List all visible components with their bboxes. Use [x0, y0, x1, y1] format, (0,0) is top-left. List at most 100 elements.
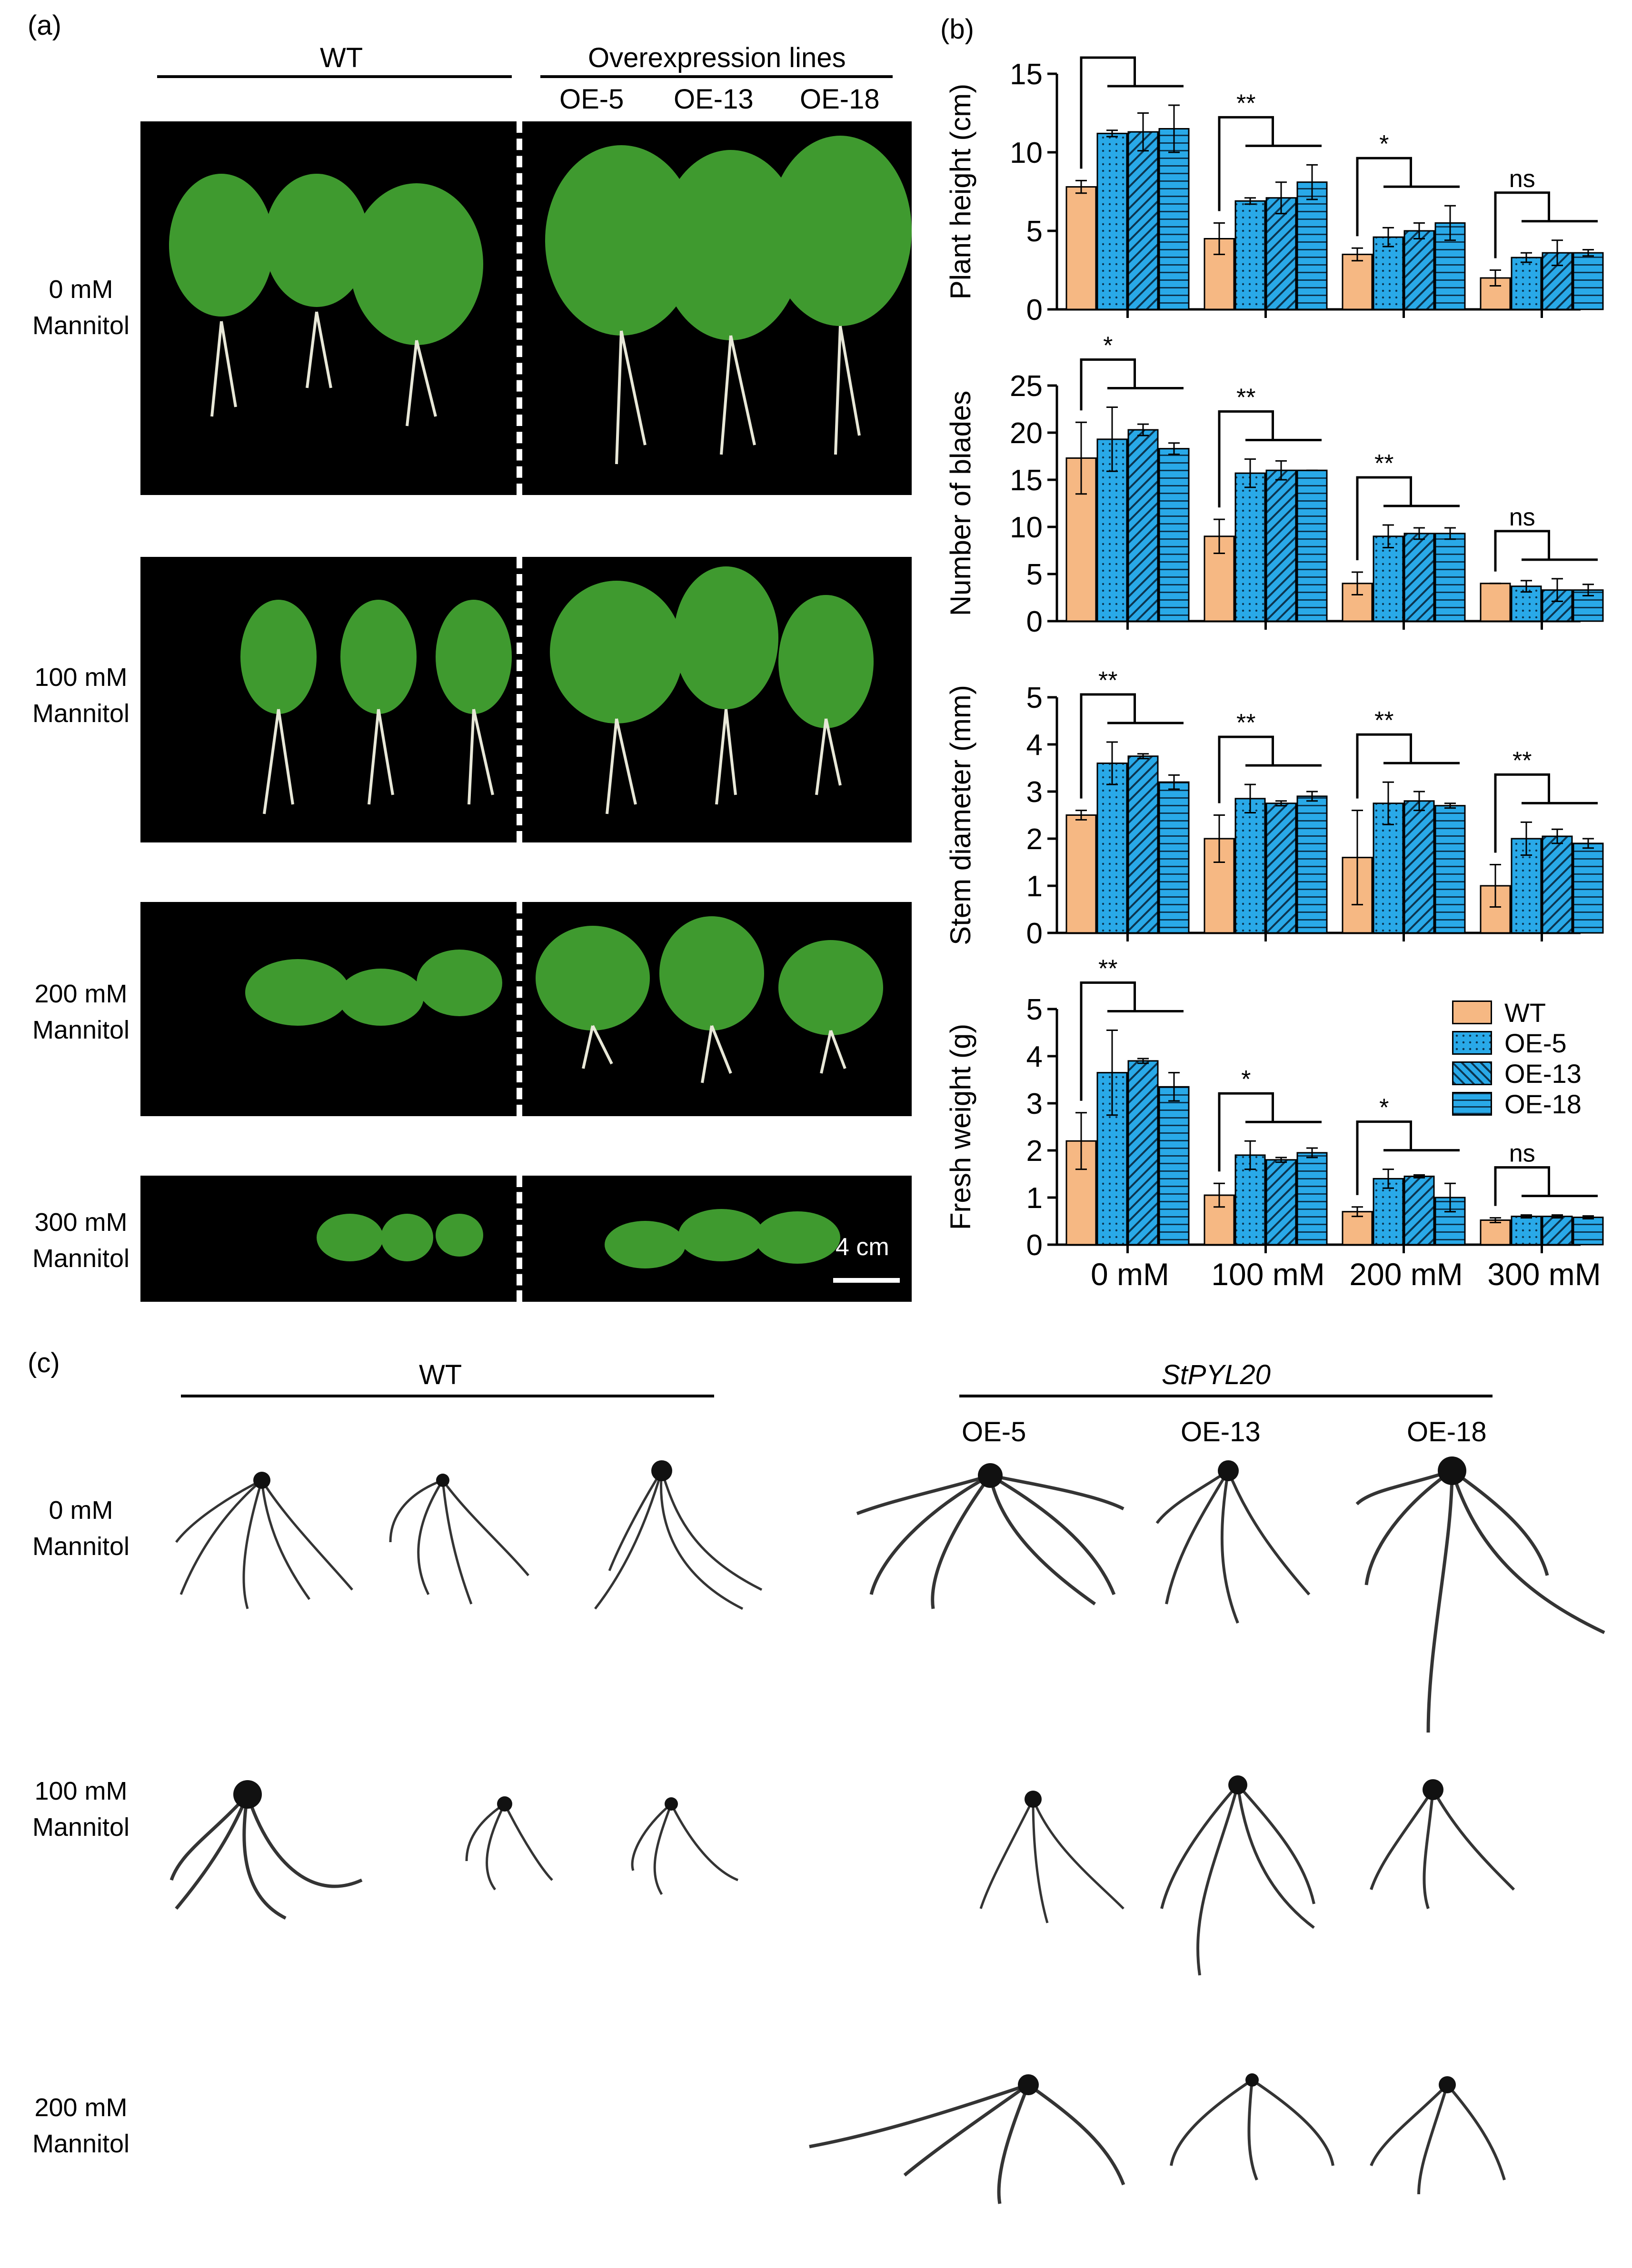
y-tick-label: 0 — [1026, 294, 1043, 327]
bar — [1542, 1216, 1573, 1246]
significance-label: ns — [1509, 165, 1535, 193]
significance-label: ** — [1098, 667, 1117, 694]
bar — [1127, 755, 1159, 934]
y-tick-label: 0 — [1026, 917, 1043, 950]
significance-bracket — [1218, 410, 1274, 508]
y-tick-label: 1 — [1026, 870, 1043, 903]
y-tick-label: 4 — [1026, 729, 1043, 762]
oe-header-c: StPYL20 — [1162, 1359, 1271, 1390]
plant-photo-300mm: 4 cm — [140, 1176, 912, 1302]
y-tick-label: 10 — [1010, 137, 1043, 169]
photo-divider — [517, 1176, 522, 1302]
bar — [1265, 1159, 1297, 1246]
y-axis-label: Number of blades — [945, 391, 976, 616]
bar — [1511, 1216, 1542, 1246]
bar — [1127, 131, 1159, 310]
significance-bracket — [1356, 733, 1412, 799]
y-tick-label: 15 — [1010, 464, 1043, 497]
photo-divider — [517, 557, 522, 842]
y-axis-label: Fresh weight (g) — [945, 1024, 976, 1230]
y-tick-label: 5 — [1026, 558, 1043, 591]
significance-bracket — [1494, 530, 1550, 572]
significance-label: ** — [1374, 707, 1393, 734]
bar — [1542, 589, 1573, 622]
root-wt-100mm-2 — [465, 1803, 553, 1891]
y-tick-label: 3 — [1026, 776, 1043, 809]
y-tick-label: 10 — [1010, 511, 1043, 544]
bar — [1542, 835, 1573, 934]
bar — [1403, 1175, 1435, 1246]
bar — [1158, 781, 1190, 934]
significance-label: * — [1379, 130, 1389, 158]
significance-bracket — [1356, 1120, 1412, 1195]
plant-drawing-100mm — [240, 566, 874, 814]
condition-label-0mm-c: 0 mM Mannitol — [32, 1496, 130, 1561]
root-wt-0mm-3 — [594, 1470, 763, 1610]
significance-label: ** — [1513, 747, 1532, 774]
bar — [1265, 802, 1297, 934]
panel-c-label: (c) — [28, 1347, 60, 1378]
photo-divider — [517, 121, 522, 495]
bar — [1296, 469, 1328, 622]
legend-label: OE-5 — [1504, 1028, 1567, 1058]
root-oe18-100mm — [1370, 1789, 1515, 1909]
y-tick-label: 5 — [1026, 682, 1043, 714]
legend-swatch — [1452, 1000, 1492, 1024]
bar — [1403, 533, 1435, 622]
bar — [1296, 1152, 1328, 1246]
significance-label: * — [1103, 332, 1113, 360]
bar — [1434, 533, 1466, 622]
legend-swatch — [1452, 1092, 1492, 1116]
oe-header-a: Overexpression lines — [588, 42, 846, 73]
significance-bracket — [1494, 1166, 1550, 1206]
plant-drawing-300mm — [317, 1209, 840, 1268]
significance-bracket — [1080, 358, 1136, 411]
significance-bracket — [1080, 981, 1136, 1101]
bar — [1403, 230, 1435, 310]
y-tick-label: 15 — [1010, 58, 1043, 91]
bar — [1127, 1060, 1159, 1246]
x-category-label: 100 mM — [1211, 1257, 1324, 1292]
significance-bracket — [1080, 693, 1136, 799]
significance-label: ** — [1236, 709, 1255, 737]
legend-item: WT — [1452, 997, 1582, 1028]
line-label-oe5-a: OE-5 — [559, 84, 624, 115]
panel-b-label: (b) — [940, 14, 974, 45]
oe-header-line-a — [540, 75, 893, 78]
y-tick-label: 1 — [1026, 1182, 1043, 1215]
legend-item: OE-18 — [1452, 1089, 1582, 1119]
x-category-label: 0 mM — [1091, 1257, 1169, 1292]
y-tick-label: 0 — [1026, 1229, 1043, 1262]
y-tick-label: 3 — [1026, 1088, 1043, 1120]
y-tick-label: 4 — [1026, 1040, 1043, 1073]
significance-label: ** — [1236, 384, 1255, 411]
root-oe18-200mm — [1370, 2083, 1506, 2195]
bar — [1511, 257, 1542, 310]
bar — [1234, 1154, 1266, 1246]
line-label-oe18-c: OE-18 — [1407, 1416, 1487, 1447]
line-label-oe13-a: OE-13 — [674, 84, 754, 115]
condition-label-100mm-a: 100 mM Mannitol — [32, 663, 130, 728]
legend-item: OE-13 — [1452, 1058, 1582, 1089]
line-label-oe18-a: OE-18 — [800, 84, 880, 115]
legend-label: WT — [1504, 997, 1546, 1028]
root-wt-0mm-2 — [389, 1479, 529, 1604]
bar — [1065, 814, 1097, 934]
significance-label: * — [1379, 1094, 1389, 1122]
bar — [1065, 186, 1097, 310]
bar — [1158, 1086, 1190, 1246]
y-tick-label: 25 — [1010, 370, 1043, 403]
significance-bracket — [1080, 56, 1136, 169]
bar — [1434, 805, 1466, 934]
significance-label: ns — [1509, 504, 1535, 531]
photo-divider — [517, 902, 522, 1116]
root-oe13-100mm — [1160, 1784, 1315, 1976]
wt-header-a: WT — [320, 42, 363, 73]
root-oe13-0mm — [1155, 1469, 1311, 1624]
legend: WT OE-5 OE-13 OE-18 — [1452, 997, 1582, 1119]
y-axis-label: Plant height (cm) — [945, 84, 976, 300]
significance-label: * — [1241, 1066, 1251, 1093]
bar — [1403, 800, 1435, 934]
bar — [1373, 236, 1404, 310]
